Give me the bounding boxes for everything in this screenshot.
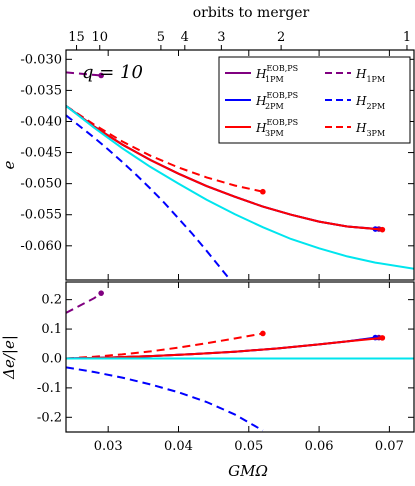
orbit-tick-label: 4	[181, 30, 189, 45]
y-tick-label: -0.060	[20, 239, 62, 254]
y-tick-label: -0.1	[37, 381, 62, 396]
legend-label: H2PM	[355, 94, 385, 111]
series-end-point	[379, 335, 386, 341]
series-line	[66, 336, 383, 360]
series-end-point	[379, 226, 386, 233]
legend-label: H1PM	[355, 67, 385, 84]
y-tick-label: -0.030	[20, 52, 62, 67]
top-y-axis-label: e	[0, 160, 18, 169]
top-panel: -0.030 -0.035 -0.040 -0.045 -0.050 -0.055 -0.0…	[20, 30, 415, 281]
x-tick-label: 0.05	[234, 439, 263, 454]
legend-label: HEOB,PS 3PM	[255, 118, 298, 138]
series-end-point	[98, 290, 104, 296]
x-tick-label: 0.06	[305, 439, 334, 454]
series-end-point	[260, 330, 266, 337]
orbit-tick-label: 3	[217, 30, 225, 45]
annotation-label: q = 10	[82, 62, 143, 83]
orbit-tick-label: 10	[91, 30, 108, 45]
series-end-point	[98, 72, 104, 79]
y-tick-label: 0.2	[41, 293, 62, 308]
y-tick-label: -0.2	[37, 410, 62, 425]
y-tick-label: -0.055	[20, 208, 62, 223]
x-axis-label: GMΩ	[228, 462, 268, 480]
series-line	[66, 114, 229, 278]
x-tick-label: 0.07	[375, 439, 404, 454]
orbit-tick-label: 1	[403, 30, 411, 45]
x-tick-label: 0.03	[94, 439, 123, 454]
legend-label: H3PM	[355, 121, 385, 138]
y-tick-label: -0.050	[20, 177, 62, 192]
top-axis-label: orbits to merger	[193, 5, 310, 21]
legend: HEOB,PS 1PM H1PM HEOB,PS 2PM H2PM HEOB,PS 3PM H3…	[218, 56, 411, 144]
y-tick-label: 0.0	[41, 351, 62, 366]
series-line	[66, 332, 263, 360]
y-tick-label: 0.1	[41, 322, 62, 337]
orbit-tick-label: 2	[277, 30, 285, 45]
legend-label: HEOB,PS 2PM	[255, 91, 298, 111]
series-line	[66, 105, 414, 270]
series-line	[66, 105, 264, 193]
series-end-point	[260, 188, 266, 195]
series-line	[66, 292, 102, 314]
orbit-tick-label: 15	[68, 30, 85, 45]
bottom-panel: -0.2 -0.1 0.0 0.1 0.2 0.03 0.04 0.05 0.06 0.07	[37, 281, 415, 454]
y-tick-label: -0.040	[20, 114, 62, 129]
plot-frame	[65, 49, 415, 281]
bottom-y-axis-label: Δe/|e|	[0, 335, 18, 380]
plot-frame	[65, 281, 415, 433]
y-tick-label: -0.035	[20, 83, 62, 98]
series-line	[66, 366, 264, 432]
series-line	[66, 71, 102, 77]
series-line	[66, 105, 383, 231]
legend-label: HEOB,PS 1PM	[255, 64, 298, 84]
y-tick-label: -0.045	[20, 146, 62, 161]
orbit-tick-label: 5	[157, 30, 165, 45]
x-tick-label: 0.04	[164, 439, 193, 454]
